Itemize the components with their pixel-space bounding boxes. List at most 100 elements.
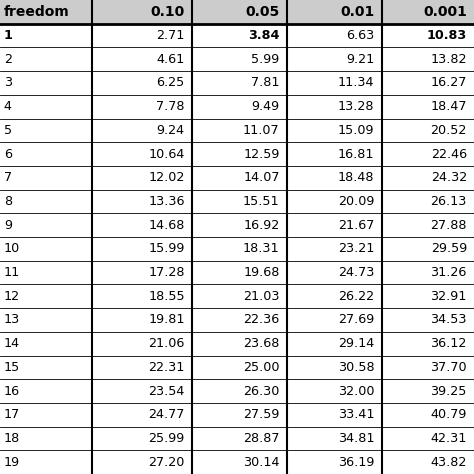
Text: 27.20: 27.20 — [148, 456, 185, 469]
Text: 0.01: 0.01 — [340, 5, 374, 19]
Text: 18.31: 18.31 — [243, 242, 280, 255]
Text: 27.59: 27.59 — [243, 408, 280, 421]
Text: 10: 10 — [4, 242, 20, 255]
Bar — [0, 190, 474, 213]
Text: 37.70: 37.70 — [430, 361, 467, 374]
Text: 12.59: 12.59 — [243, 147, 280, 161]
Text: 23.68: 23.68 — [243, 337, 280, 350]
Text: 23.54: 23.54 — [148, 384, 185, 398]
Text: 8: 8 — [4, 195, 12, 208]
Text: 13.82: 13.82 — [430, 53, 467, 66]
Text: 15.51: 15.51 — [243, 195, 280, 208]
Bar — [0, 308, 474, 332]
Text: 6.63: 6.63 — [346, 29, 374, 42]
Text: 29.59: 29.59 — [431, 242, 467, 255]
Text: 9.49: 9.49 — [252, 100, 280, 113]
Text: 30.14: 30.14 — [243, 456, 280, 469]
Text: 1: 1 — [4, 29, 13, 42]
Text: 12: 12 — [4, 290, 20, 303]
Text: freedom: freedom — [4, 5, 70, 19]
Text: 27.69: 27.69 — [338, 313, 374, 327]
Text: 31.26: 31.26 — [430, 266, 467, 279]
Bar — [0, 47, 474, 71]
Text: 26.13: 26.13 — [430, 195, 467, 208]
Text: 2.71: 2.71 — [156, 29, 185, 42]
Bar — [0, 71, 474, 95]
Text: 30.58: 30.58 — [338, 361, 374, 374]
Text: 16.92: 16.92 — [244, 219, 280, 232]
Text: 4: 4 — [4, 100, 12, 113]
Bar — [0, 24, 474, 47]
Text: 5.99: 5.99 — [251, 53, 280, 66]
Text: 34.53: 34.53 — [430, 313, 467, 327]
Text: 21.67: 21.67 — [338, 219, 374, 232]
Text: 19.81: 19.81 — [148, 313, 185, 327]
Text: 40.79: 40.79 — [430, 408, 467, 421]
Text: 4.61: 4.61 — [156, 53, 185, 66]
Text: 0.001: 0.001 — [423, 5, 467, 19]
Text: 5: 5 — [4, 124, 12, 137]
Text: 32.91: 32.91 — [430, 290, 467, 303]
Text: 43.82: 43.82 — [430, 456, 467, 469]
Bar — [0, 261, 474, 284]
Bar — [0, 427, 474, 450]
Text: 24.73: 24.73 — [338, 266, 374, 279]
Text: 28.87: 28.87 — [243, 432, 280, 445]
Text: 29.14: 29.14 — [338, 337, 374, 350]
Text: 39.25: 39.25 — [430, 384, 467, 398]
Text: 10.64: 10.64 — [148, 147, 185, 161]
Text: 15.99: 15.99 — [148, 242, 185, 255]
Text: 13.28: 13.28 — [338, 100, 374, 113]
Text: 24.32: 24.32 — [431, 171, 467, 184]
Text: 0.05: 0.05 — [246, 5, 280, 19]
Text: 15: 15 — [4, 361, 20, 374]
Text: 20.52: 20.52 — [430, 124, 467, 137]
Text: 7.78: 7.78 — [156, 100, 185, 113]
Text: 7: 7 — [4, 171, 12, 184]
Text: 25.99: 25.99 — [149, 432, 185, 445]
Text: 9: 9 — [4, 219, 12, 232]
Bar — [0, 0, 474, 24]
Text: 33.41: 33.41 — [338, 408, 374, 421]
Bar — [0, 332, 474, 356]
Text: 26.30: 26.30 — [243, 384, 280, 398]
Bar — [0, 356, 474, 379]
Text: 21.06: 21.06 — [148, 337, 185, 350]
Text: 11: 11 — [4, 266, 20, 279]
Text: 16: 16 — [4, 384, 20, 398]
Text: 25.00: 25.00 — [243, 361, 280, 374]
Bar — [0, 403, 474, 427]
Text: 11.07: 11.07 — [243, 124, 280, 137]
Text: 32.00: 32.00 — [338, 384, 374, 398]
Text: 36.12: 36.12 — [430, 337, 467, 350]
Text: 22.36: 22.36 — [244, 313, 280, 327]
Text: 18.48: 18.48 — [338, 171, 374, 184]
Text: 3.84: 3.84 — [248, 29, 280, 42]
Text: 20.09: 20.09 — [338, 195, 374, 208]
Text: 22.46: 22.46 — [431, 147, 467, 161]
Text: 21.03: 21.03 — [243, 290, 280, 303]
Text: 23.21: 23.21 — [338, 242, 374, 255]
Text: 15.09: 15.09 — [338, 124, 374, 137]
Text: 17: 17 — [4, 408, 20, 421]
Text: 18: 18 — [4, 432, 20, 445]
Text: 6.25: 6.25 — [156, 76, 185, 90]
Text: 10.83: 10.83 — [427, 29, 467, 42]
Text: 19.68: 19.68 — [243, 266, 280, 279]
Text: 42.31: 42.31 — [430, 432, 467, 445]
Text: 36.19: 36.19 — [338, 456, 374, 469]
Text: 7.81: 7.81 — [251, 76, 280, 90]
Text: 19: 19 — [4, 456, 20, 469]
Bar — [0, 142, 474, 166]
Text: 3: 3 — [4, 76, 12, 90]
Text: 6: 6 — [4, 147, 12, 161]
Bar — [0, 118, 474, 142]
Text: 12.02: 12.02 — [148, 171, 185, 184]
Bar — [0, 95, 474, 118]
Text: 11.34: 11.34 — [338, 76, 374, 90]
Text: 14.07: 14.07 — [243, 171, 280, 184]
Text: 13.36: 13.36 — [148, 195, 185, 208]
Bar — [0, 379, 474, 403]
Text: 14: 14 — [4, 337, 20, 350]
Text: 26.22: 26.22 — [338, 290, 374, 303]
